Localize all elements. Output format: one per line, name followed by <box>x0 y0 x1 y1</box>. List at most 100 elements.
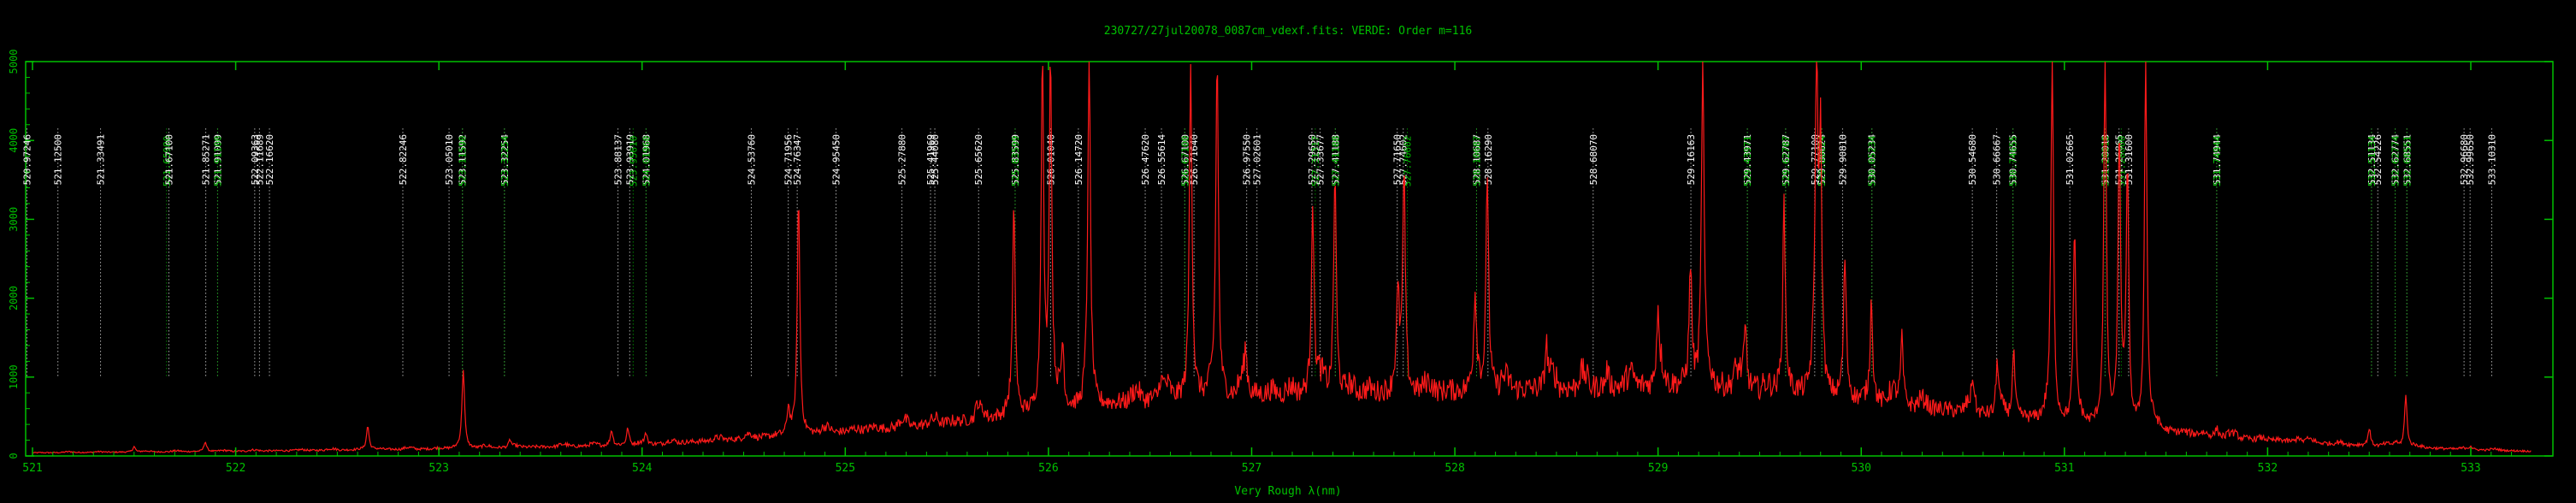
x-tick-label: 524 <box>632 462 653 475</box>
x-tick-label: 522 <box>226 462 245 475</box>
line-marker-label: 522.82246 <box>398 134 409 186</box>
line-marker-label: 524.95450 <box>831 134 842 186</box>
line-marker-label: 527.33677 <box>1315 134 1326 186</box>
line-marker-label: 523.32254 <box>499 133 511 185</box>
line-marker-label: 533.10310 <box>2486 134 2497 186</box>
x-tick-label: 530 <box>1852 462 1871 475</box>
y-tick-label: 3000 <box>8 207 20 232</box>
line-marker-label: 529.43971 <box>1742 136 1753 187</box>
x-tick-label: 527 <box>1242 462 1261 475</box>
line-marker-label: 527.74602 <box>1398 134 1409 186</box>
line-marker-label: 528.68070 <box>1588 134 1599 186</box>
x-tick-label: 531 <box>2054 462 2074 475</box>
x-tick-label: 523 <box>428 462 448 475</box>
x-axis: 521 522 523 524 525 526 527 528 529 530 531 532 533 <box>22 62 2513 475</box>
line-marker-label: 527.31317 <box>1310 136 1321 187</box>
y-tick-label: 0 <box>8 453 20 459</box>
line-marker-label: 529.62787 <box>1781 134 1792 186</box>
y-tick-label: 1000 <box>8 364 20 389</box>
line-marker-label: 527.41188 <box>1330 134 1341 186</box>
line-marker-label: 528.16290 <box>1483 134 1494 186</box>
line-marker-label: 530.74655 <box>2008 134 2019 186</box>
line-marker-label: 526.47620 <box>1140 134 1151 186</box>
line-marker-label: 526.01040 <box>1045 134 1056 186</box>
line-marker-label: 530.05234 <box>1867 133 1878 185</box>
y-tick-label: 2000 <box>8 286 20 311</box>
line-marker-label: 521.91099 <box>212 134 223 186</box>
line-marker-label: 527.76602 <box>1402 136 1413 187</box>
line-marker-label: 521.12500 <box>53 134 64 186</box>
line-marker-label: 525.65620 <box>973 134 984 186</box>
line-marker-label: 520.97246 <box>21 134 32 186</box>
line-marker-label: 530.54680 <box>1967 134 1978 186</box>
x-tick-label: 528 <box>1445 462 1464 475</box>
line-marker-label: 529.62787 <box>1781 136 1792 187</box>
line-marker-label: 532.68551 <box>2402 134 2413 186</box>
line-marker-label: 529.16163 <box>1686 134 1697 186</box>
line-marker-label: 526.97550 <box>1242 134 1253 186</box>
spectrum-line <box>32 61 2532 454</box>
line-marker-label: 523.93919 <box>624 134 635 186</box>
line-marker-label: 527.71650 <box>1392 134 1403 186</box>
spectrum-layer <box>32 61 2532 454</box>
line-marker-label: 524.76347 <box>792 134 803 186</box>
x-tick-label: 533 <box>2461 462 2480 475</box>
x-tick-label: 525 <box>836 462 855 475</box>
line-marker-label: 531.74944 <box>2212 133 2223 185</box>
line-marker-label: 532.62774 <box>2390 133 2402 185</box>
line-marker-label: 531.74944 <box>2212 135 2223 186</box>
line-marker-label: 529.43971 <box>1742 134 1753 186</box>
line-marker-layer <box>26 128 2492 377</box>
x-tick-label: 529 <box>1648 462 1668 475</box>
line-marker-label: 528.10687 <box>1471 136 1482 187</box>
line-marker-label: 524.71956 <box>783 134 795 186</box>
line-marker-label: 525.44080 <box>930 134 941 186</box>
line-marker-label: 521.85271 <box>201 134 212 186</box>
line-marker-label: 525.83599 <box>1010 134 1021 186</box>
line-marker-label: 524.53760 <box>746 134 757 186</box>
y-axis: 0 1000 2000 3000 4000 5000 <box>8 50 2553 459</box>
y-tick-label: 5000 <box>8 50 20 74</box>
line-marker-label: 525.27880 <box>897 134 908 186</box>
line-marker-label: 526.67100 <box>1179 134 1191 186</box>
plot-frame <box>25 61 2554 457</box>
line-marker-label: 523.32254 <box>499 135 511 186</box>
line-marker-label: 530.74655 <box>2008 136 2019 187</box>
line-marker-label: 527.02601 <box>1252 134 1263 186</box>
line-marker-label: 525.41969 <box>925 134 936 186</box>
line-marker-label: 532.54226 <box>2372 134 2384 186</box>
x-axis-label: Very Rough λ(nm) <box>1234 485 1341 498</box>
line-marker-label: 531.20018 <box>2100 136 2111 187</box>
line-marker-label: 523.88137 <box>613 134 624 186</box>
x-tick-label: 526 <box>1038 462 1058 475</box>
line-marker-label: 526.71640 <box>1189 134 1200 186</box>
line-marker-label: 523.95610 <box>628 136 639 187</box>
line-marker-label: 531.31600 <box>2124 134 2135 186</box>
line-marker-label: 531.20018 <box>2100 134 2111 186</box>
chart-title: 230727/27jul20078_0087cm_vdexf.fits: VER… <box>1104 25 1472 38</box>
line-marker-label: 521.65980 <box>162 136 173 187</box>
y-tick-label: 4000 <box>8 128 20 153</box>
line-marker-label: 532.96680 <box>2459 134 2470 186</box>
line-marker-label: 523.11590 <box>458 136 469 187</box>
line-marker-label: 521.91100 <box>212 136 223 187</box>
line-marker-label: 527.29650 <box>1307 134 1318 186</box>
line-marker-label: 521.33491 <box>96 134 107 186</box>
line-marker-label: 530.05234 <box>1867 135 1878 186</box>
line-marker-label: 521.67100 <box>163 134 174 186</box>
line-marker-label: 522.16620 <box>264 134 275 186</box>
line-marker-label: 522.11689 <box>254 134 265 186</box>
line-marker-label: 532.62774 <box>2390 135 2402 186</box>
line-marker-label: 523.05010 <box>444 134 455 186</box>
line-marker-label: 525.83599 <box>1010 136 1021 187</box>
line-marker-label: 532.51134 <box>2366 135 2378 186</box>
line-marker-label: 527.41188 <box>1330 136 1341 187</box>
line-marker-label: 529.90810 <box>1837 134 1848 186</box>
line-marker-label: 532.51134 <box>2366 133 2378 185</box>
line-marker-label: 526.55614 <box>1156 133 1167 185</box>
x-tick-label: 521 <box>22 462 42 475</box>
line-marker-label: 526.67100 <box>1179 136 1191 187</box>
x-tick-label: 532 <box>2258 462 2278 475</box>
line-marker-label: 530.66667 <box>1992 134 2003 186</box>
